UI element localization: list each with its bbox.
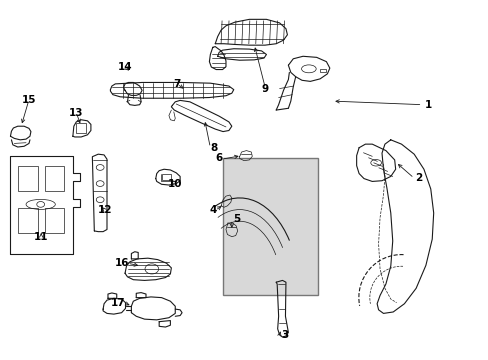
Text: 8: 8 xyxy=(210,143,217,153)
Text: 7: 7 xyxy=(173,79,181,89)
Text: 11: 11 xyxy=(34,232,48,242)
Bar xyxy=(222,158,317,295)
Text: 16: 16 xyxy=(114,258,129,268)
Bar xyxy=(161,174,171,180)
Bar xyxy=(18,166,38,192)
Text: 9: 9 xyxy=(262,84,268,94)
Bar xyxy=(18,208,38,233)
Text: 5: 5 xyxy=(232,215,240,224)
Bar xyxy=(320,69,325,72)
Text: 14: 14 xyxy=(118,62,132,72)
Bar xyxy=(44,166,64,192)
Text: 12: 12 xyxy=(98,206,112,216)
Text: 10: 10 xyxy=(168,179,182,189)
Bar xyxy=(76,123,86,133)
Text: 6: 6 xyxy=(215,153,222,163)
Text: 1: 1 xyxy=(424,100,431,110)
Bar xyxy=(44,208,64,233)
Text: 13: 13 xyxy=(69,108,83,118)
Text: 17: 17 xyxy=(110,298,125,308)
Text: 4: 4 xyxy=(209,206,216,216)
Text: 3: 3 xyxy=(281,330,288,340)
Text: 15: 15 xyxy=(21,95,36,105)
Text: 2: 2 xyxy=(414,173,422,183)
